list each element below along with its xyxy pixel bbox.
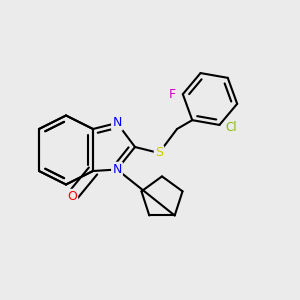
Text: N: N <box>112 116 122 130</box>
Text: F: F <box>169 88 176 101</box>
Text: S: S <box>155 146 163 160</box>
Text: Cl: Cl <box>226 122 237 134</box>
Text: N: N <box>112 163 122 176</box>
Text: O: O <box>67 190 77 203</box>
